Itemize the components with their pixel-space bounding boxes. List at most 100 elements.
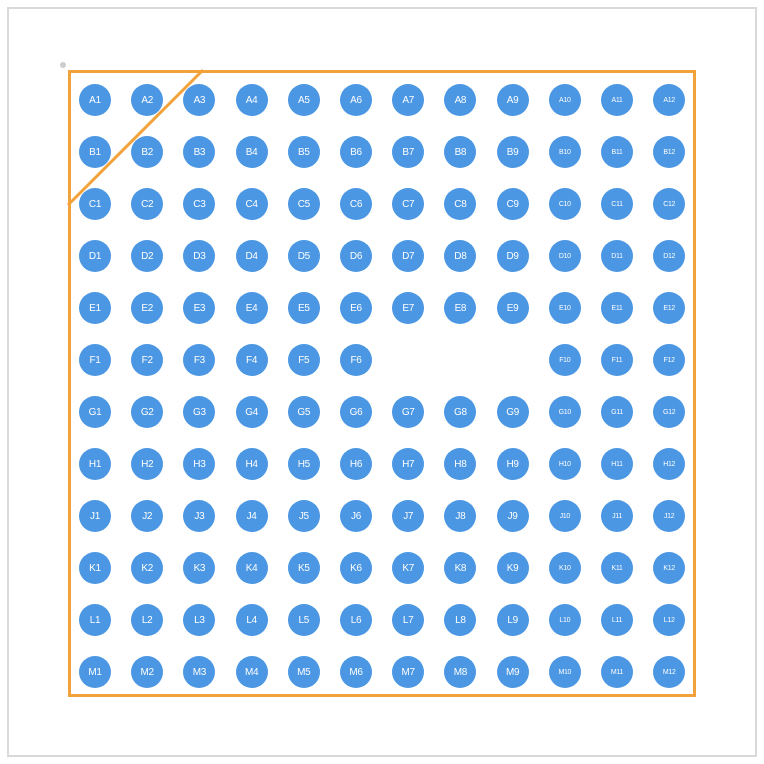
ball-d6: D6: [340, 240, 372, 272]
ball-k10: K10: [549, 552, 581, 584]
ball-label: A3: [194, 95, 206, 106]
ball-label: D7: [402, 251, 414, 262]
ball-c10: C10: [549, 188, 581, 220]
ball-m6: M6: [340, 656, 372, 688]
ball-h2: H2: [131, 448, 163, 480]
ball-label: D9: [507, 251, 519, 262]
ball-label: C12: [663, 201, 675, 208]
ball-m4: M4: [236, 656, 268, 688]
ball-label: E4: [246, 303, 258, 314]
ball-h10: H10: [549, 448, 581, 480]
ball-c9: C9: [497, 188, 529, 220]
ball-label: F3: [194, 355, 205, 366]
ball-g7: G7: [392, 396, 424, 428]
ball-k11: K11: [601, 552, 633, 584]
ball-label: C6: [350, 199, 362, 210]
ball-m5: M5: [288, 656, 320, 688]
ball-label: M10: [558, 669, 571, 676]
ball-label: K9: [507, 563, 519, 574]
ball-label: L3: [194, 615, 205, 626]
ball-f12: F12: [653, 344, 685, 376]
ball-label: J6: [351, 511, 361, 522]
ball-label: J5: [299, 511, 309, 522]
ball-label: E7: [402, 303, 414, 314]
ball-label: B6: [350, 147, 362, 158]
ball-b10: B10: [549, 136, 581, 168]
ball-d10: D10: [549, 240, 581, 272]
ball-m7: M7: [392, 656, 424, 688]
ball-j9: J9: [497, 500, 529, 532]
ball-label: H9: [507, 459, 519, 470]
ball-label: A11: [611, 97, 622, 104]
ball-e9: E9: [497, 292, 529, 324]
ball-label: B8: [455, 147, 467, 158]
ball-label: H8: [454, 459, 466, 470]
ball-label: G2: [141, 407, 154, 418]
ball-c1: C1: [79, 188, 111, 220]
ball-m10: M10: [549, 656, 581, 688]
ball-label: E12: [663, 305, 675, 312]
ball-label: F1: [89, 355, 100, 366]
ball-label: B4: [246, 147, 258, 158]
ball-label: M11: [611, 669, 623, 676]
ball-h5: H5: [288, 448, 320, 480]
ball-h11: H11: [601, 448, 633, 480]
ball-l10: L10: [549, 604, 581, 636]
ball-label: K1: [89, 563, 101, 574]
ball-a12: A12: [653, 84, 685, 116]
ball-label: K12: [663, 565, 675, 572]
ball-label: L7: [403, 615, 414, 626]
ball-label: C9: [507, 199, 519, 210]
ball-label: D12: [663, 253, 675, 260]
pin1-dot: [60, 62, 66, 68]
ball-b12: B12: [653, 136, 685, 168]
ball-label: J8: [455, 511, 465, 522]
ball-label: L11: [612, 617, 622, 624]
ball-label: A4: [246, 95, 258, 106]
ball-k7: K7: [392, 552, 424, 584]
ball-e1: E1: [79, 292, 111, 324]
ball-label: J4: [247, 511, 257, 522]
ball-label: E3: [194, 303, 206, 314]
ball-label: K3: [194, 563, 206, 574]
ball-label: J9: [508, 511, 518, 522]
ball-label: M12: [663, 669, 676, 676]
ball-g11: G11: [601, 396, 633, 428]
ball-j11: J11: [601, 500, 633, 532]
ball-label: F2: [142, 355, 153, 366]
ball-a5: A5: [288, 84, 320, 116]
ball-c5: C5: [288, 188, 320, 220]
ball-d12: D12: [653, 240, 685, 272]
ball-label: A1: [89, 95, 101, 106]
ball-label: G9: [506, 407, 519, 418]
ball-label: L4: [246, 615, 257, 626]
ball-l11: L11: [601, 604, 633, 636]
ball-k12: K12: [653, 552, 685, 584]
ball-j10: J10: [549, 500, 581, 532]
ball-b11: B11: [601, 136, 633, 168]
ball-e12: E12: [653, 292, 685, 324]
ball-label: L6: [351, 615, 362, 626]
ball-label: C2: [141, 199, 153, 210]
ball-l2: L2: [131, 604, 163, 636]
ball-h9: H9: [497, 448, 529, 480]
ball-g9: G9: [497, 396, 529, 428]
ball-label: M7: [402, 667, 415, 678]
ball-label: K7: [402, 563, 414, 574]
ball-label: J12: [664, 513, 674, 520]
ball-label: G8: [454, 407, 467, 418]
ball-g10: G10: [549, 396, 581, 428]
ball-label: H3: [193, 459, 205, 470]
ball-f2: F2: [131, 344, 163, 376]
ball-a6: A6: [340, 84, 372, 116]
ball-d7: D7: [392, 240, 424, 272]
ball-f11: F11: [601, 344, 633, 376]
ball-k4: K4: [236, 552, 268, 584]
ball-e7: E7: [392, 292, 424, 324]
ball-label: E10: [559, 305, 571, 312]
ball-b4: B4: [236, 136, 268, 168]
ball-label: A12: [663, 97, 675, 104]
ball-label: G3: [193, 407, 206, 418]
ball-h6: H6: [340, 448, 372, 480]
ball-label: G12: [663, 409, 675, 416]
